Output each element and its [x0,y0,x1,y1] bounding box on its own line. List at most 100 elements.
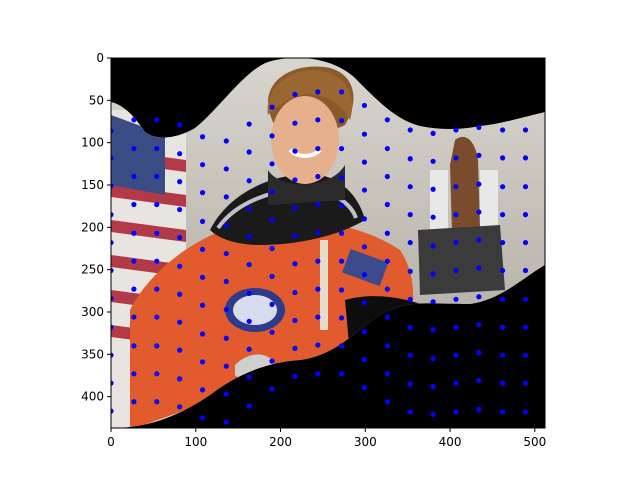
scatter-point [269,217,275,223]
scatter-point [269,245,275,252]
y-tick-label: 250 [81,263,104,277]
x-tick-label: 400 [439,435,462,449]
scatter-point [246,374,252,380]
scatter-point [546,348,551,353]
scatter-point [476,152,482,158]
astronaut-head-graphic [267,66,354,205]
scatter-point [522,380,529,386]
scatter-point [384,343,390,349]
scatter-point [361,131,368,137]
scatter-point [223,138,229,144]
scatter-point [338,287,345,293]
y-tick-label: 200 [81,220,104,234]
scatter-point [522,212,529,218]
scatter-point [269,386,275,392]
scatter-point [407,352,413,358]
scatter-point [292,148,298,154]
scatter-point [384,201,390,208]
scatter-point [131,258,137,264]
scatter-point [154,173,160,180]
scatter-point [338,118,345,124]
scatter-point [131,173,137,180]
scatter-point [177,122,183,128]
scatter-point [315,286,321,292]
scatter-point [315,89,321,95]
scatter-point [546,320,551,325]
scatter-point [500,212,506,218]
scatter-point [246,318,252,324]
scatter-point [500,239,506,246]
scatter-point [361,356,368,363]
scatter-point [476,294,482,300]
scatter-point [111,408,114,414]
scatter-point [430,411,436,418]
scatter-point [154,145,160,152]
scatter-point [292,120,298,126]
scatter-point [154,258,160,264]
scatter-point [269,161,275,167]
scatter-point [111,239,114,246]
scatter-point [177,319,183,325]
scatter-point [154,371,160,377]
scatter-point [111,212,114,218]
scatter-point [453,155,459,161]
scatter-point [384,371,390,377]
scatter-point [407,324,413,330]
scatter-point [338,89,345,95]
scatter-point [338,371,345,377]
scatter-point [177,234,183,241]
scatter-point [407,409,413,415]
scatter-point [407,239,413,246]
scatter-point [476,265,482,271]
y-tick-label: 100 [81,136,104,150]
scatter-point [315,314,321,320]
scatter-point [384,230,390,236]
scatter-point [111,183,114,189]
x-tick-label: 0 [107,435,115,449]
scatter-point [154,201,160,208]
y-tick-label: 350 [81,347,104,361]
scatter-point [269,358,275,364]
scatter-point [177,151,183,157]
scatter-point [338,202,345,208]
scatter-point [199,274,206,280]
scatter-point [522,267,529,274]
scatter-point [315,342,321,348]
scatter-point [111,380,114,386]
scatter-point [199,162,206,168]
scatter-point [338,258,345,264]
scatter-point [223,306,229,313]
scatter-point [546,405,551,410]
scatter-point [522,352,529,358]
scatter-point [111,324,114,330]
scatter-point [453,239,459,246]
scatter-point [546,292,551,297]
scatter-point [522,127,529,133]
scatter-point [199,134,206,140]
scatter-point [361,384,368,390]
scatter-point [453,212,459,218]
scatter-point [500,184,506,190]
scatter-point [453,267,459,274]
shuttle-model-graphic [418,136,505,295]
scatter-point [177,291,183,297]
scatter-point [522,155,529,161]
scatter-point [111,267,114,274]
scatter-point [131,371,137,377]
scatter-point [453,409,459,415]
scatter-point [111,128,114,134]
scatter-point [292,177,298,183]
scatter-point [223,223,229,229]
scatter-point [338,230,345,236]
scatter-point [199,190,206,196]
scatter-point [546,236,551,241]
y-axis: 0 50 100 150 200 250 300 350 400 [81,51,111,404]
scatter-point [315,229,321,236]
scatter-point [338,174,345,180]
scatter-point [246,121,252,127]
scatter-point [223,250,229,257]
scatter-point [476,406,482,412]
scatter-point [199,415,206,421]
scatter-point [453,352,459,358]
